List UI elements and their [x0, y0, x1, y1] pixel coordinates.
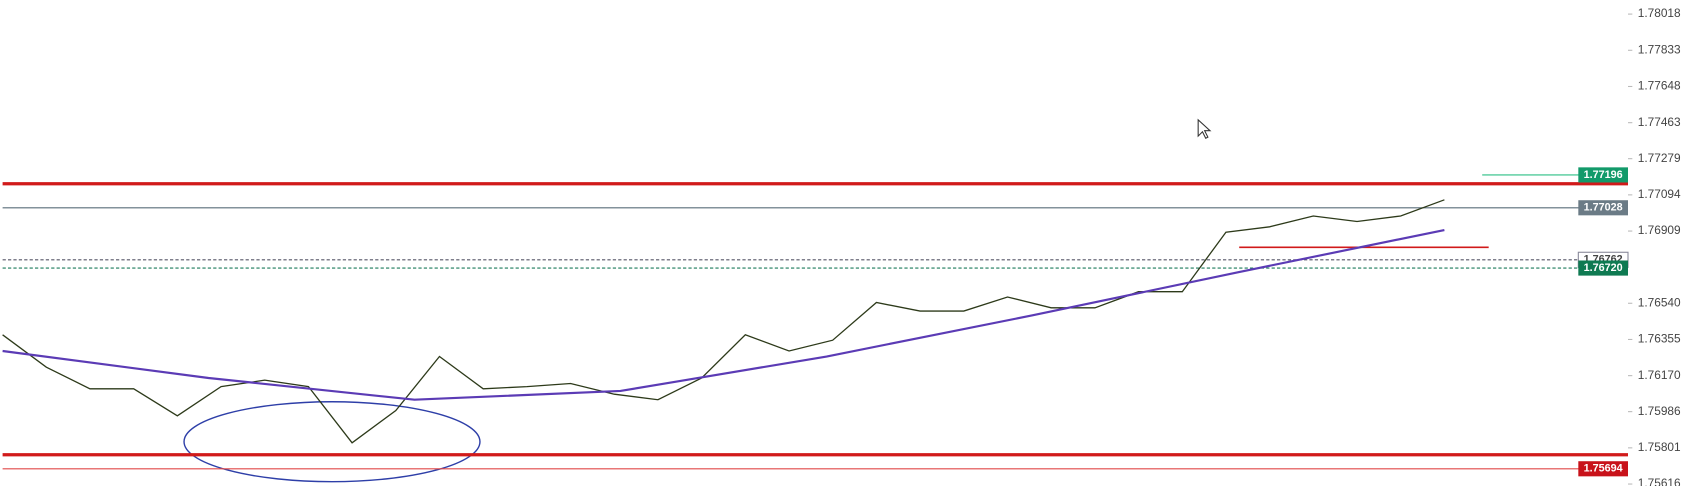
price-label: 1.76720 [1584, 262, 1623, 274]
y-tick-label: 1.78018 [1638, 6, 1681, 20]
y-tick-label: 1.77648 [1638, 79, 1681, 93]
price-label-box [1578, 260, 1628, 276]
y-tick-label: 1.75801 [1638, 440, 1681, 454]
price-label-box [1578, 461, 1628, 477]
price-label: 1.75694 [1584, 463, 1623, 475]
series-line [2, 199, 1445, 444]
cursor [1197, 118, 1212, 139]
y-tick-label: 1.77094 [1638, 187, 1681, 201]
series-line [2, 228, 1445, 401]
y-tick-label: 1.75986 [1638, 404, 1681, 418]
y-tick-label: 1.77463 [1638, 115, 1681, 129]
y-tick-label: 1.76909 [1638, 223, 1681, 237]
y-tick-label: 1.76540 [1638, 295, 1681, 309]
y-tick-label: 1.77279 [1638, 151, 1681, 165]
y-tick-label: 1.76355 [1638, 332, 1681, 346]
price-label-box [1578, 200, 1628, 216]
y-tick-label: 1.75616 [1638, 476, 1681, 486]
y-tick-label: 1.77833 [1638, 42, 1681, 56]
price-label: 1.77028 [1584, 202, 1623, 214]
price-label: 1.77196 [1584, 169, 1623, 181]
annotation-ellipse [183, 401, 481, 483]
price-label-box [1578, 167, 1628, 183]
y-tick-label: 1.76170 [1638, 368, 1681, 382]
